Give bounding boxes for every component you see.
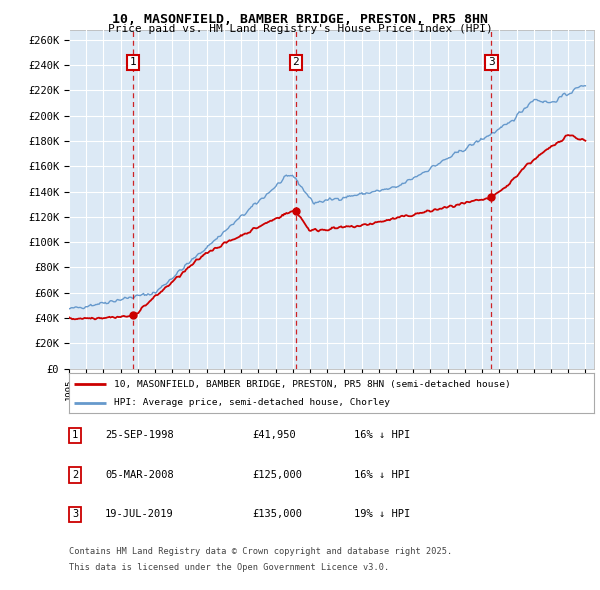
Text: 19-JUL-2019: 19-JUL-2019 [105, 510, 174, 519]
Text: £125,000: £125,000 [252, 470, 302, 480]
Text: 25-SEP-1998: 25-SEP-1998 [105, 431, 174, 440]
Text: This data is licensed under the Open Government Licence v3.0.: This data is licensed under the Open Gov… [69, 563, 389, 572]
Text: 3: 3 [72, 510, 78, 519]
Text: 2: 2 [292, 57, 299, 67]
Text: £135,000: £135,000 [252, 510, 302, 519]
Text: 1: 1 [72, 431, 78, 440]
Text: 16% ↓ HPI: 16% ↓ HPI [354, 431, 410, 440]
Text: 10, MASONFIELD, BAMBER BRIDGE, PRESTON, PR5 8HN: 10, MASONFIELD, BAMBER BRIDGE, PRESTON, … [112, 13, 488, 26]
Text: 10, MASONFIELD, BAMBER BRIDGE, PRESTON, PR5 8HN (semi-detached house): 10, MASONFIELD, BAMBER BRIDGE, PRESTON, … [113, 379, 511, 389]
Text: 3: 3 [488, 57, 495, 67]
Text: 2: 2 [72, 470, 78, 480]
Text: 16% ↓ HPI: 16% ↓ HPI [354, 470, 410, 480]
Text: 19% ↓ HPI: 19% ↓ HPI [354, 510, 410, 519]
Text: 05-MAR-2008: 05-MAR-2008 [105, 470, 174, 480]
Text: 1: 1 [130, 57, 137, 67]
Text: Price paid vs. HM Land Registry's House Price Index (HPI): Price paid vs. HM Land Registry's House … [107, 24, 493, 34]
Text: £41,950: £41,950 [252, 431, 296, 440]
Text: HPI: Average price, semi-detached house, Chorley: HPI: Average price, semi-detached house,… [113, 398, 389, 408]
Text: Contains HM Land Registry data © Crown copyright and database right 2025.: Contains HM Land Registry data © Crown c… [69, 547, 452, 556]
